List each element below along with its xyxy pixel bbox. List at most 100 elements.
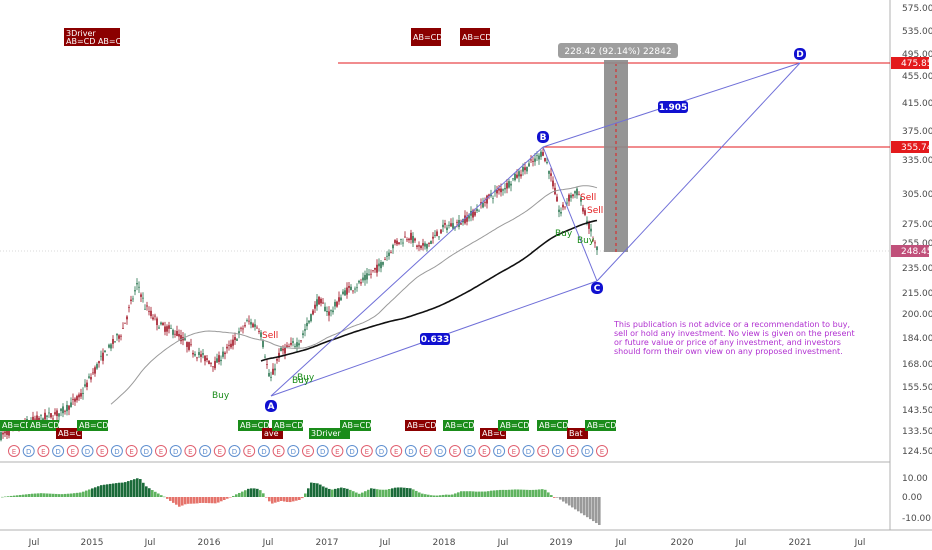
pattern-tag-bottom-label: AB=CD xyxy=(587,421,616,430)
candle-body xyxy=(434,234,436,236)
dividend-marker-label: D xyxy=(144,448,149,456)
oscillator-bar xyxy=(544,489,547,497)
oscillator-bar xyxy=(574,497,577,510)
dividend-marker-label: D xyxy=(232,448,237,456)
oscillator-bar xyxy=(427,494,430,497)
candle-body xyxy=(170,328,172,329)
earnings-marker-label: E xyxy=(394,448,398,456)
candle-body xyxy=(294,346,296,347)
candle-body xyxy=(256,327,258,329)
oscillator-bar xyxy=(526,489,529,497)
candle-body xyxy=(358,280,360,283)
oscillator-bar xyxy=(520,489,523,497)
candle-body xyxy=(296,342,298,347)
candle-body xyxy=(278,352,280,358)
dividend-marker xyxy=(257,445,270,457)
oscillator-bar xyxy=(211,497,214,504)
oscillator-bar xyxy=(442,494,445,497)
oscillator-bar xyxy=(577,497,580,512)
oscillator-bar xyxy=(346,488,349,497)
candle-body xyxy=(338,297,340,302)
candle-body xyxy=(582,207,584,212)
candle-body xyxy=(208,360,210,364)
oscillator-bar xyxy=(580,497,583,514)
candle-body xyxy=(202,353,204,355)
oscillator-bar xyxy=(595,497,598,524)
oscillator-bar xyxy=(28,494,31,497)
candle-body xyxy=(42,418,44,422)
ratio-box xyxy=(420,333,450,345)
candle-body xyxy=(368,274,370,275)
dividend-marker-label: D xyxy=(467,448,472,456)
pattern-leg-bc xyxy=(542,146,598,282)
candle-body xyxy=(160,322,162,325)
candle-body xyxy=(524,167,526,171)
oscillator-bar xyxy=(247,488,250,497)
oscillator-bar xyxy=(430,495,433,497)
dividend-marker-label: D xyxy=(349,448,354,456)
candle-body xyxy=(508,181,510,188)
candle-body xyxy=(400,238,402,240)
pattern-tag-bottom-label: AB=CD xyxy=(445,421,474,430)
candle-body xyxy=(78,394,80,398)
candle-body xyxy=(346,287,348,295)
candle-body xyxy=(302,333,304,336)
candle-body xyxy=(172,329,174,335)
candle-body xyxy=(320,298,322,304)
oscillator-bar xyxy=(484,491,487,497)
candle-body xyxy=(480,202,482,204)
candle-body xyxy=(176,330,178,336)
candle-body xyxy=(550,173,552,176)
time-tick-label: 2016 xyxy=(198,538,221,548)
candle-body xyxy=(468,215,470,219)
dividend-marker xyxy=(199,445,212,457)
pattern-tag-bottom xyxy=(443,420,474,431)
candle-body xyxy=(238,331,240,334)
candle-body xyxy=(204,355,206,362)
candle-body xyxy=(556,196,558,202)
earnings-marker xyxy=(243,445,256,457)
candle-body xyxy=(392,244,394,249)
candle-body xyxy=(564,206,566,208)
candle-body xyxy=(106,354,108,356)
earnings-marker xyxy=(213,445,226,457)
candle-body xyxy=(276,359,278,361)
oscillator-bar xyxy=(43,493,46,497)
candle-body xyxy=(498,188,500,191)
dividend-marker xyxy=(140,445,153,457)
oscillator-bar xyxy=(244,490,247,497)
candle-body xyxy=(284,347,286,354)
candle-body xyxy=(432,236,434,239)
oscillator-bar xyxy=(136,478,139,497)
oscillator-bar xyxy=(52,493,55,497)
candle-body xyxy=(186,342,188,347)
oscillator-bar xyxy=(55,493,58,497)
earnings-marker xyxy=(537,445,550,457)
oscillator-bar xyxy=(505,489,508,497)
candle-body xyxy=(560,212,562,214)
candle-body xyxy=(82,392,84,394)
price-label-value: 475.85 xyxy=(901,59,932,69)
candle-body xyxy=(362,277,364,281)
candle-body xyxy=(514,173,516,181)
candle-body xyxy=(298,343,300,346)
oscillator-bar xyxy=(310,482,313,497)
oscillator-bar xyxy=(307,488,310,497)
candle-body xyxy=(576,188,578,196)
candle-body xyxy=(420,245,422,249)
price-tick-label: 305.00 xyxy=(902,190,932,200)
candle-body xyxy=(206,358,208,361)
oscillator-bar xyxy=(313,482,316,497)
candle-body xyxy=(136,283,138,285)
oscillator-bar xyxy=(373,488,376,497)
candle-body xyxy=(360,282,362,284)
candle-body xyxy=(80,393,82,397)
oscillator-bar xyxy=(406,487,409,497)
oscillator-bar xyxy=(223,497,226,501)
candle-body xyxy=(456,221,458,223)
oscillator-bar xyxy=(31,493,34,497)
signal-label: Sell xyxy=(580,193,596,203)
pattern-tag-bottom xyxy=(567,428,588,439)
